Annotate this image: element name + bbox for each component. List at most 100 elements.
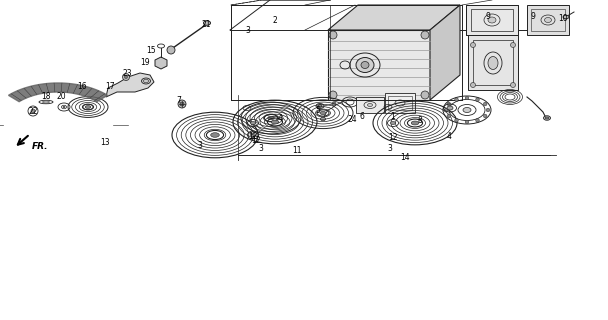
Bar: [466, 5, 518, 35]
Ellipse shape: [320, 111, 326, 115]
Polygon shape: [106, 73, 154, 97]
Bar: [468, 35, 518, 90]
Text: 4: 4: [278, 114, 283, 123]
Text: FR.: FR.: [32, 141, 49, 150]
Ellipse shape: [318, 105, 322, 107]
Ellipse shape: [250, 133, 255, 137]
Text: 24: 24: [347, 115, 357, 124]
Ellipse shape: [563, 15, 569, 19]
Bar: [356, 97, 384, 113]
Ellipse shape: [367, 103, 373, 107]
Circle shape: [471, 83, 475, 87]
Text: 15: 15: [146, 45, 156, 54]
Bar: [471, 9, 513, 31]
Circle shape: [455, 98, 458, 101]
Polygon shape: [328, 30, 430, 100]
Text: 8: 8: [418, 116, 423, 124]
Circle shape: [455, 119, 458, 122]
Polygon shape: [430, 5, 460, 100]
Bar: [527, 5, 569, 35]
Ellipse shape: [488, 57, 498, 69]
Circle shape: [31, 109, 35, 113]
Circle shape: [447, 114, 451, 118]
Circle shape: [421, 91, 429, 99]
Text: 21: 21: [201, 20, 211, 28]
Text: 12: 12: [389, 132, 398, 141]
Circle shape: [465, 120, 469, 124]
Polygon shape: [9, 83, 108, 102]
Ellipse shape: [204, 21, 210, 25]
Ellipse shape: [320, 117, 325, 121]
Text: 3: 3: [387, 143, 392, 153]
Ellipse shape: [211, 133, 219, 137]
Text: 3: 3: [198, 140, 202, 149]
Text: 13: 13: [100, 138, 110, 147]
Ellipse shape: [361, 61, 369, 68]
Circle shape: [447, 102, 451, 106]
Text: 23: 23: [122, 68, 132, 77]
Ellipse shape: [268, 116, 274, 120]
Text: 19: 19: [140, 58, 150, 67]
Circle shape: [471, 43, 475, 47]
Circle shape: [483, 114, 487, 118]
Text: 3: 3: [246, 26, 250, 35]
Ellipse shape: [271, 120, 279, 124]
Circle shape: [125, 76, 128, 78]
Ellipse shape: [545, 117, 549, 119]
Ellipse shape: [316, 103, 324, 108]
Ellipse shape: [356, 58, 374, 73]
Text: 9: 9: [486, 12, 491, 20]
Bar: [388, 96, 412, 110]
Bar: [385, 93, 415, 113]
Ellipse shape: [463, 108, 471, 113]
Circle shape: [178, 100, 186, 108]
Circle shape: [332, 102, 336, 106]
Circle shape: [465, 96, 469, 100]
Polygon shape: [155, 57, 167, 69]
Text: 17: 17: [105, 82, 115, 91]
Ellipse shape: [63, 106, 65, 108]
Text: 12: 12: [251, 135, 261, 145]
Circle shape: [486, 108, 490, 112]
Circle shape: [167, 46, 175, 54]
Text: 20: 20: [56, 92, 66, 100]
Ellipse shape: [544, 116, 550, 120]
Circle shape: [511, 43, 516, 47]
Circle shape: [180, 102, 184, 106]
Text: 1: 1: [390, 111, 395, 121]
Bar: [466, 5, 518, 35]
Bar: [531, 9, 565, 31]
Circle shape: [511, 83, 516, 87]
Ellipse shape: [488, 17, 496, 23]
Circle shape: [475, 119, 479, 122]
Ellipse shape: [545, 18, 551, 22]
Text: 5: 5: [316, 106, 320, 115]
Text: 6: 6: [359, 111, 364, 121]
Ellipse shape: [390, 122, 395, 124]
Circle shape: [475, 98, 479, 101]
Text: 3: 3: [258, 143, 263, 153]
Text: 2: 2: [272, 15, 277, 25]
Ellipse shape: [411, 121, 419, 125]
Text: 22: 22: [28, 107, 38, 116]
Ellipse shape: [142, 78, 151, 84]
Ellipse shape: [85, 106, 91, 108]
Circle shape: [483, 102, 487, 106]
Ellipse shape: [447, 106, 453, 110]
Text: 12: 12: [248, 132, 258, 140]
Bar: [473, 40, 513, 85]
Text: 18: 18: [41, 92, 50, 100]
Text: 10: 10: [558, 13, 568, 22]
Text: 14: 14: [400, 153, 410, 162]
Circle shape: [329, 31, 337, 39]
Text: 11: 11: [292, 146, 302, 155]
Circle shape: [122, 74, 130, 81]
Text: 16: 16: [77, 82, 87, 91]
Circle shape: [329, 91, 337, 99]
Text: 9: 9: [531, 12, 536, 20]
Text: 4: 4: [446, 132, 451, 140]
Circle shape: [444, 108, 448, 112]
Text: 7: 7: [176, 95, 181, 105]
Ellipse shape: [250, 122, 255, 124]
Circle shape: [421, 31, 429, 39]
